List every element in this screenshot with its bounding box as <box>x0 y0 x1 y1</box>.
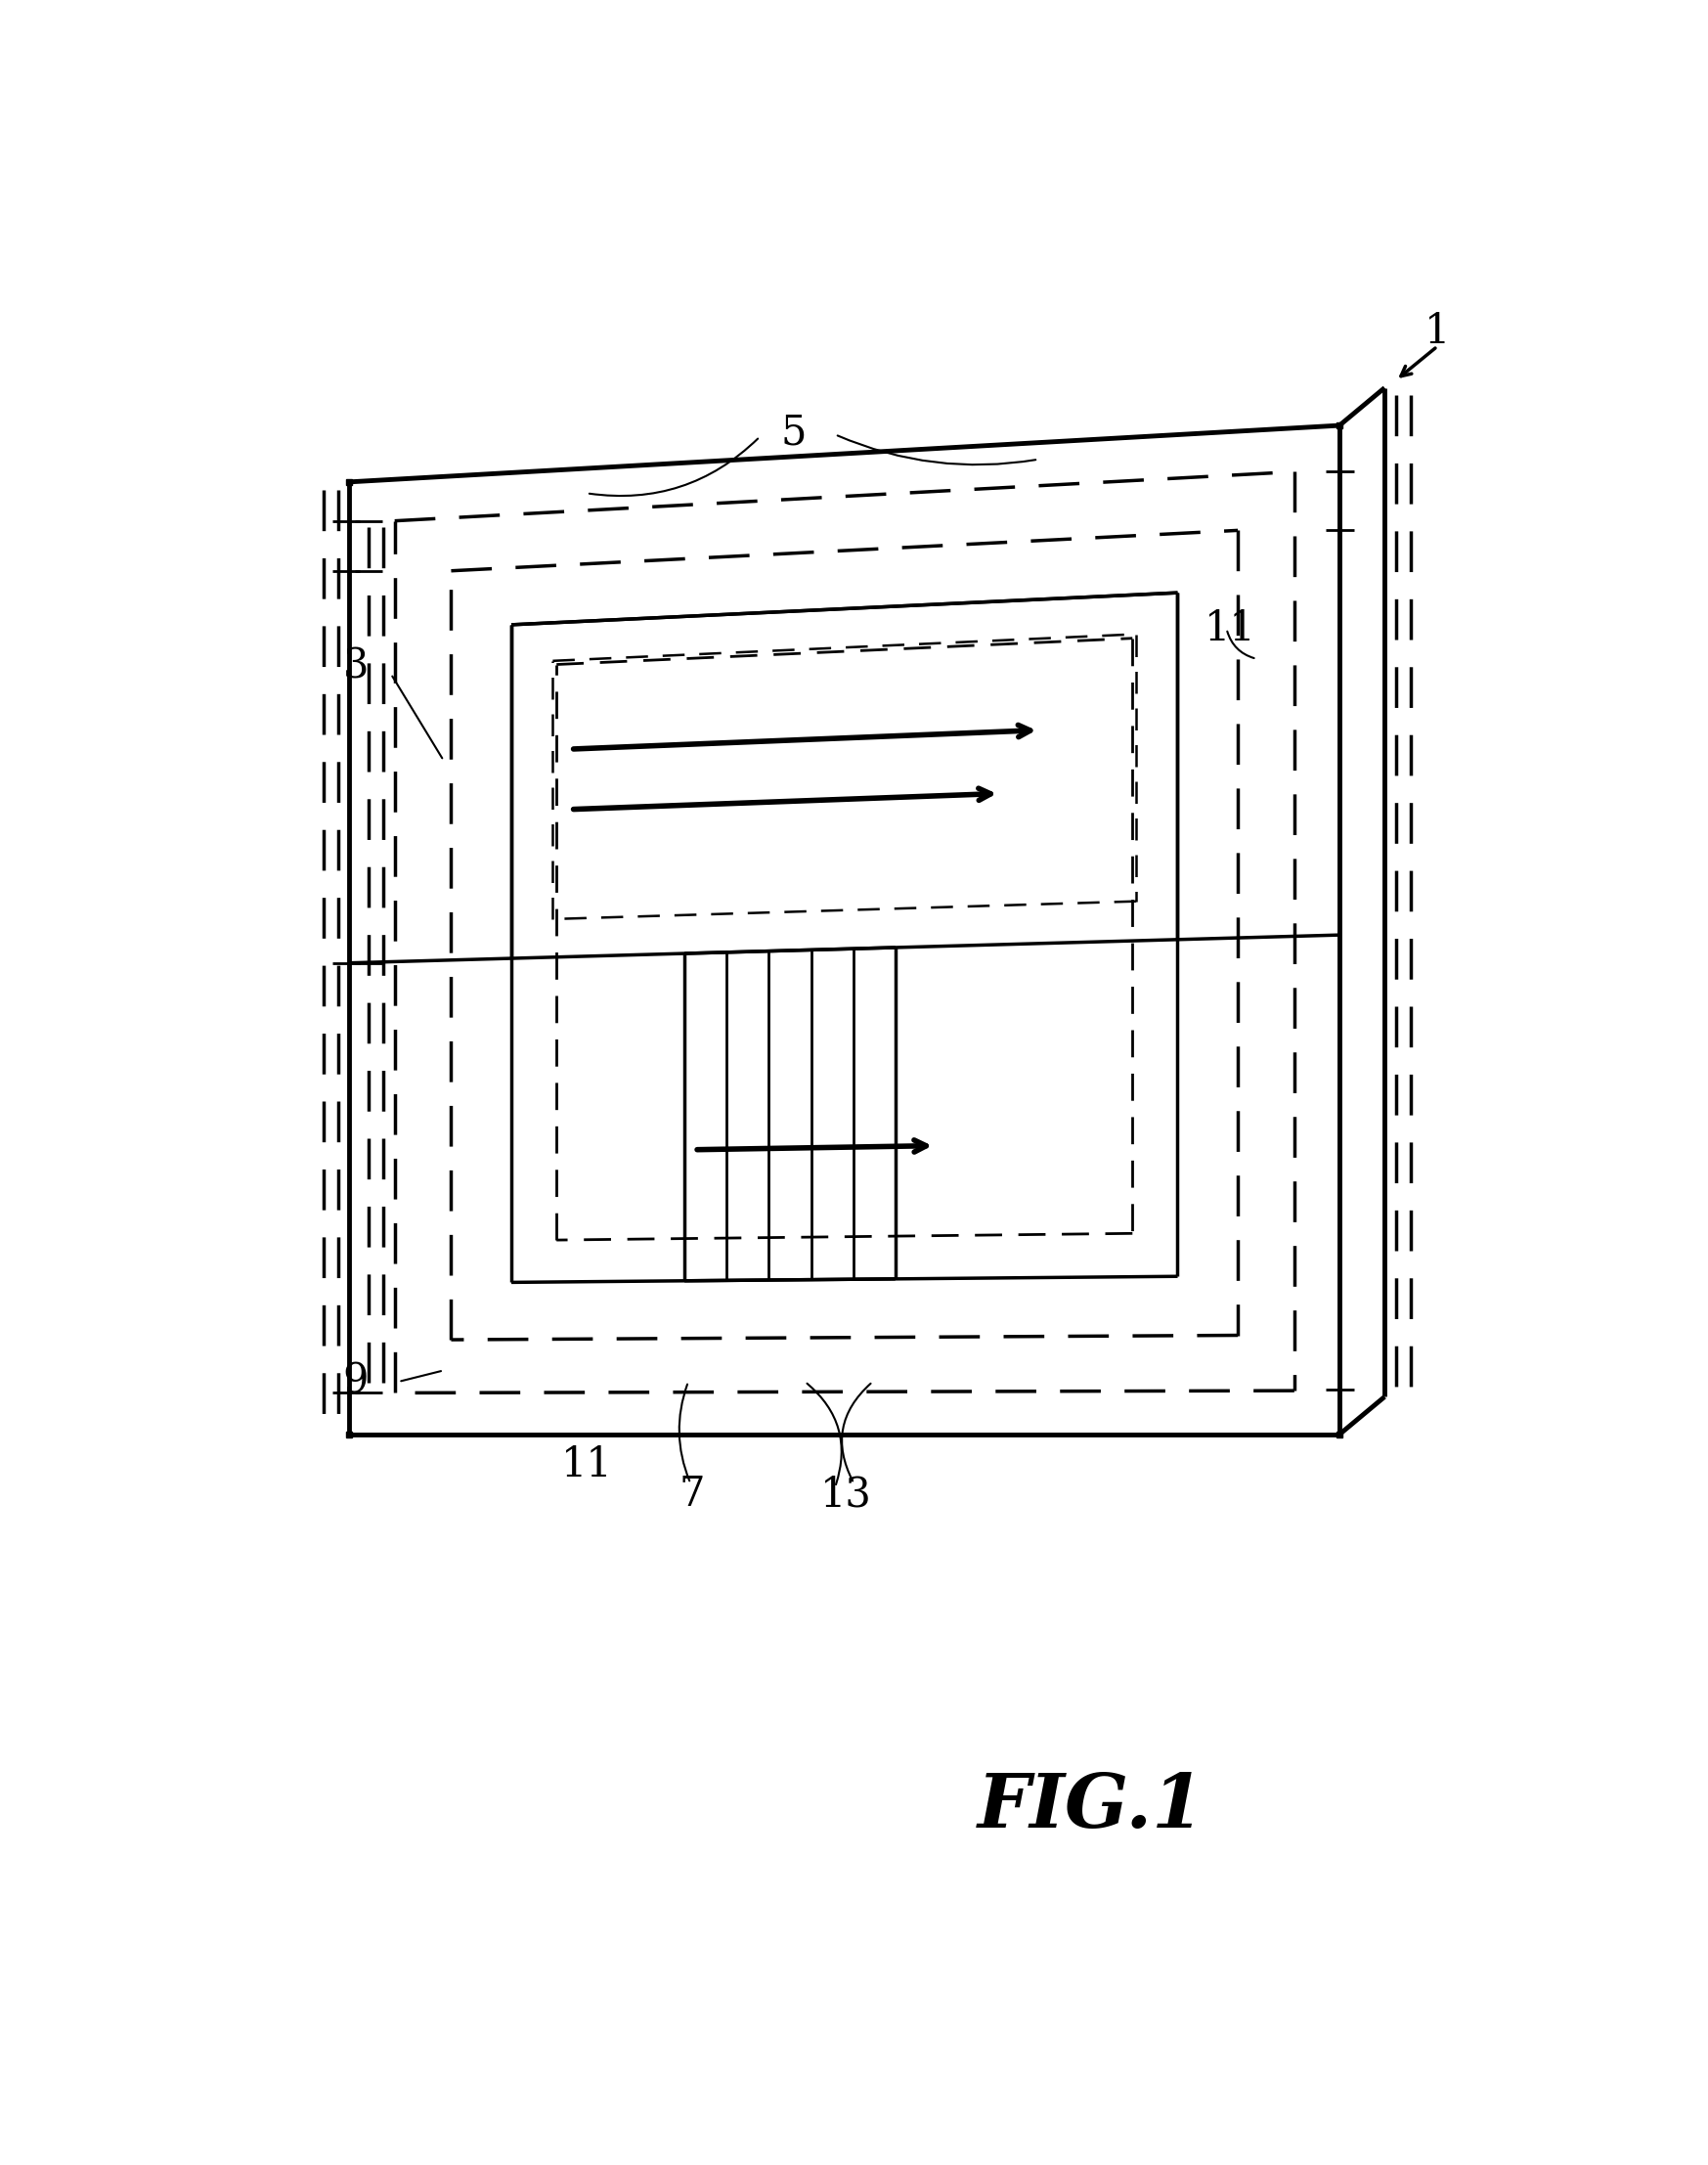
Text: 11: 11 <box>560 1444 613 1485</box>
Text: 7: 7 <box>680 1474 705 1516</box>
Text: 11: 11 <box>1204 608 1255 649</box>
Text: 1: 1 <box>1424 312 1450 353</box>
Text: 13: 13 <box>820 1474 873 1516</box>
Text: 5: 5 <box>781 414 806 452</box>
Text: FIG.1: FIG.1 <box>977 1771 1204 1842</box>
Text: 3: 3 <box>343 645 369 686</box>
Text: 9: 9 <box>343 1362 369 1403</box>
